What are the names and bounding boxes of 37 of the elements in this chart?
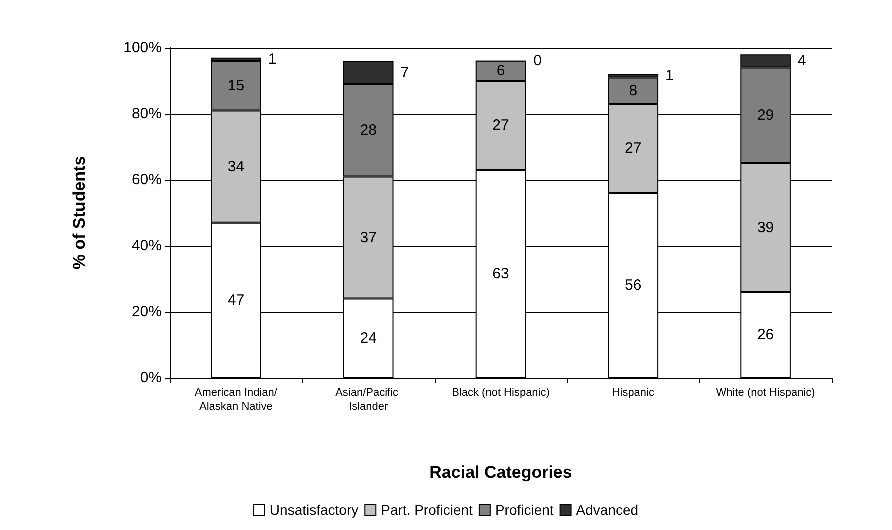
y-tick-label: 60%: [132, 172, 162, 188]
legend-label: Proficient: [495, 502, 554, 518]
data-label: 26: [757, 326, 774, 344]
y-tick-label: 80%: [132, 106, 162, 122]
data-label: 1: [268, 51, 277, 68]
x-tick-label: Hispanic: [612, 387, 655, 399]
y-tick-label: 0%: [140, 370, 162, 386]
data-label: 39: [757, 219, 774, 236]
x-tick-label: Asian/Pacific Islander: [336, 387, 402, 413]
data-label: 0: [534, 52, 542, 70]
y-tick-label: 20%: [132, 304, 162, 320]
y-tick-label: 40%: [132, 238, 162, 254]
y-axis-title: % of Students: [70, 156, 89, 270]
data-label: 6: [496, 62, 506, 80]
data-label: 63: [492, 266, 510, 283]
x-tick-label: American Indian/Alaskan Native: [194, 387, 278, 413]
data-label: 4: [798, 52, 806, 70]
x-tick-label: White (not Hispanic): [716, 387, 816, 399]
data-label: 34: [228, 158, 245, 176]
y-tick-label: 100%: [124, 40, 162, 56]
data-label: 8: [629, 82, 638, 100]
legend-label: Unsatisfactory: [270, 502, 359, 518]
data-label: 37: [360, 229, 377, 246]
x-axis-title: Racial Categories: [430, 463, 572, 482]
data-label: 15: [228, 77, 245, 94]
data-label: 24: [360, 330, 377, 347]
data-label: 56: [625, 277, 642, 294]
data-label: 7: [400, 64, 410, 82]
data-label: 1: [666, 68, 674, 85]
legend-label: Advanced: [576, 502, 639, 518]
data-label: 29: [757, 107, 774, 124]
data-label: 28: [360, 122, 377, 139]
data-label: 27: [492, 117, 510, 134]
x-tick-label: Black (not Hispanic): [452, 387, 550, 399]
data-label: 47: [228, 292, 245, 309]
data-label: 27: [625, 140, 642, 158]
legend-label: Part. Proficient: [381, 502, 474, 518]
